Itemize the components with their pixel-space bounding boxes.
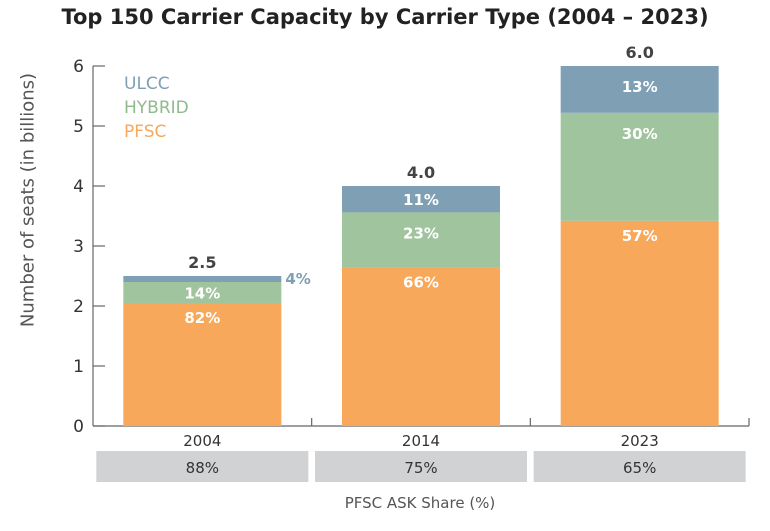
- total-label-2023: 6.0: [625, 43, 653, 62]
- data-label-hybrid-2023: 30%: [622, 125, 658, 143]
- data-label-ulcc-2023: 13%: [622, 78, 658, 96]
- ask-share-box-2014: [315, 451, 527, 482]
- legend-item-ulcc: ULCC: [124, 74, 170, 94]
- bar-pfsc-2023: [560, 220, 719, 426]
- bar-ulcc-2014: [342, 186, 500, 213]
- bar-pfsc-2014: [342, 267, 500, 426]
- data-label-pfsc-2023: 57%: [622, 227, 658, 245]
- y-tick-label: 1: [73, 357, 84, 377]
- y-tick-label: 3: [73, 237, 84, 257]
- total-label-2004: 2.5: [188, 253, 216, 272]
- data-label-ulcc-2014: 11%: [403, 191, 439, 209]
- y-tick-label: 5: [73, 117, 84, 137]
- pfsc-ask-share-label: PFSC ASK Share (%): [344, 494, 496, 512]
- ask-share-box-2023: [533, 451, 746, 482]
- y-tick-label: 2: [73, 297, 84, 317]
- data-label-hybrid-2004: 14%: [184, 285, 220, 303]
- bar-pfsc-2004: [123, 303, 282, 426]
- total-label-2014: 4.0: [407, 163, 435, 182]
- y-tick-label: 4: [73, 177, 84, 197]
- legend-item-pfsc: PFSC: [124, 122, 166, 142]
- bar-hybrid-2023: [560, 112, 719, 221]
- data-label-hybrid-2014: 23%: [403, 224, 439, 242]
- y-tick-label: 6: [73, 57, 84, 77]
- legend-item-hybrid: HYBRID: [124, 98, 189, 118]
- ask-share-value-2014: 75%: [404, 459, 437, 477]
- bar-hybrid-2004: [123, 282, 282, 303]
- bar-ulcc-2004: [123, 276, 282, 282]
- x-tick-label-2023: 2023: [621, 432, 659, 450]
- ask-share-box-2004: [96, 451, 309, 482]
- data-label-pfsc-2014: 66%: [403, 274, 439, 292]
- ask-share-value-2004: 88%: [186, 459, 219, 477]
- data-label-ulcc-2004: 4%: [285, 270, 310, 288]
- bar-ulcc-2023: [560, 66, 719, 113]
- x-tick-label-2004: 2004: [183, 432, 221, 450]
- data-label-pfsc-2004: 82%: [184, 309, 220, 327]
- ask-share-value-2023: 65%: [623, 459, 656, 477]
- y-tick-label: 0: [73, 417, 84, 437]
- chart-title: Top 150 Carrier Capacity by Carrier Type…: [61, 5, 709, 29]
- bar-hybrid-2014: [342, 212, 500, 268]
- x-tick-label-2014: 2014: [402, 432, 440, 450]
